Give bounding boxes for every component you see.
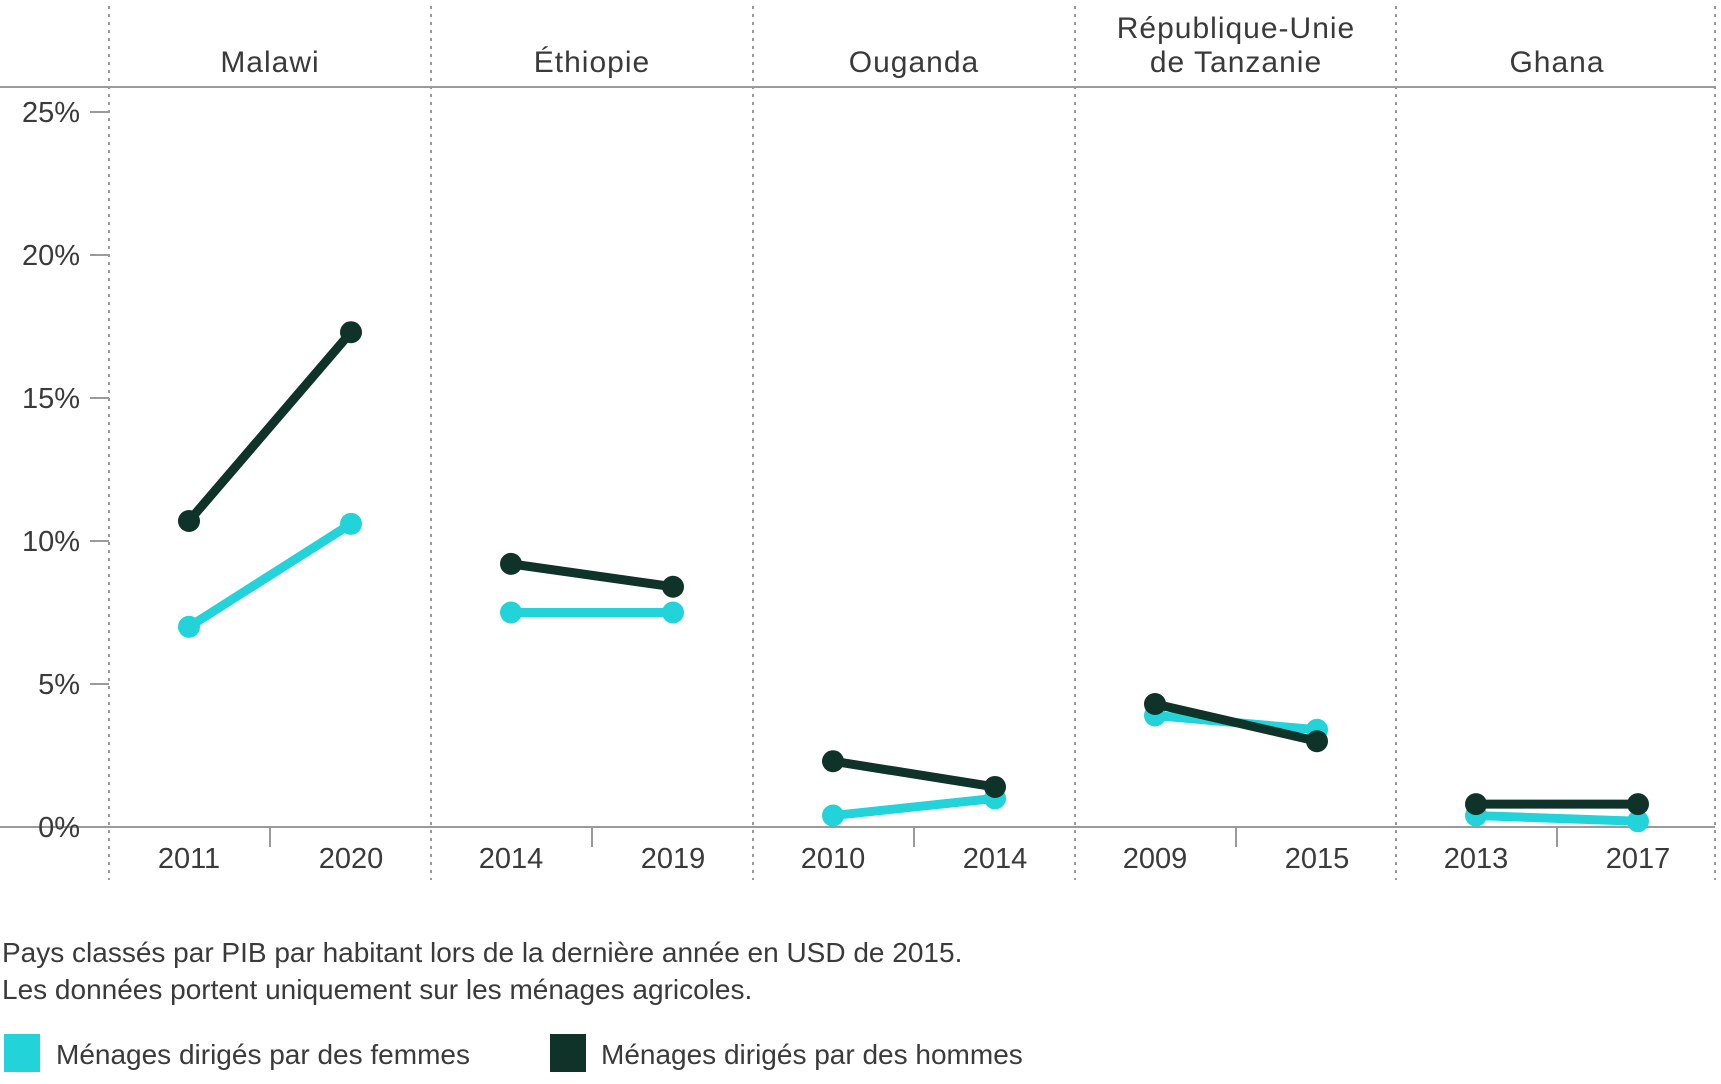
notes-layer: Pays classés par PIB par habitant lors d… (2, 937, 962, 1005)
note-line-2: Les données portent uniquement sur les m… (2, 974, 752, 1005)
series-line-4-0 (1471, 811, 1643, 826)
x-tick-label-4-0: 2013 (1444, 843, 1509, 875)
label-layer: 0% 5% 10% 15% 20% 25% Malawi 2011 2020 Éthiopie 20… (22, 12, 1670, 875)
data-point-2-1-1 (984, 775, 1006, 798)
data-point-1-0-0 (500, 601, 522, 624)
series-line-0-0 (184, 519, 356, 632)
data-point-4-1-0 (1465, 793, 1487, 816)
panel-title-0: Malawi (220, 46, 319, 79)
data-point-2-1-0 (822, 750, 844, 773)
series-line-2-0 (828, 793, 1000, 821)
data-point-0-1-1 (340, 321, 362, 344)
data-point-0-0-0 (178, 615, 200, 638)
y-tick-label-2: 10% (22, 526, 80, 558)
y-tick-label-4: 20% (22, 240, 80, 272)
legend-label-male: Ménages dirigés par des hommes (601, 1039, 1023, 1070)
note-line-1: Pays classés par PIB par habitant lors d… (2, 937, 962, 968)
x-tick-label-3-0: 2009 (1123, 843, 1188, 875)
data-point-4-0-1 (1627, 810, 1649, 833)
series-line-1-1 (506, 559, 678, 592)
panel-title-3-line-0: République-Unie (1117, 12, 1355, 45)
x-tick-label-0-0: 2011 (158, 843, 220, 875)
grid-layer (108, 6, 1716, 880)
data-point-1-1-1 (662, 575, 684, 598)
legend-label-female: Ménages dirigés par des femmes (56, 1039, 470, 1070)
x-tick-label-1-1: 2019 (641, 843, 706, 875)
panel-title-4: Ghana (1509, 46, 1604, 79)
series-line-0-1 (184, 327, 356, 526)
series-line-2-1 (828, 756, 1000, 792)
series-line-3-1 (1150, 699, 1322, 746)
panel-title-1: Éthiopie (534, 46, 650, 79)
x-tick-label-4-1: 2017 (1606, 843, 1671, 875)
x-tick-label-1-0: 2014 (479, 843, 544, 875)
data-point-0-1-0 (178, 509, 200, 532)
legend-swatch-female (4, 1034, 40, 1072)
x-tick-label-3-1: 2015 (1285, 843, 1350, 875)
x-tick-label-2-1: 2014 (963, 843, 1028, 875)
data-point-3-1-1 (1306, 730, 1328, 753)
data-point-3-1-0 (1144, 693, 1166, 716)
y-tick-label-0: 0% (38, 812, 80, 844)
axis-layer (0, 86, 1715, 847)
panel-title-3-line-1: de Tanzanie (1150, 46, 1322, 79)
data-point-2-0-0 (822, 804, 844, 827)
x-tick-label-0-1: 2020 (319, 843, 384, 875)
data-point-1-1-0 (500, 552, 522, 575)
y-tick-label-1: 5% (38, 669, 80, 701)
legend-swatch-male (550, 1034, 586, 1072)
legend: Ménages dirigés par des femmes Ménages d… (4, 1034, 1023, 1072)
y-tick-label-3: 15% (22, 383, 80, 415)
x-tick-label-2-0: 2010 (801, 843, 866, 875)
data-point-1-0-1 (662, 601, 684, 624)
y-tick-label-5: 25% (22, 97, 80, 129)
data-point-4-1-1 (1627, 793, 1649, 816)
panel-title-2: Ouganda (849, 46, 979, 79)
series-layer (178, 321, 1649, 833)
data-point-0-0-1 (340, 512, 362, 535)
